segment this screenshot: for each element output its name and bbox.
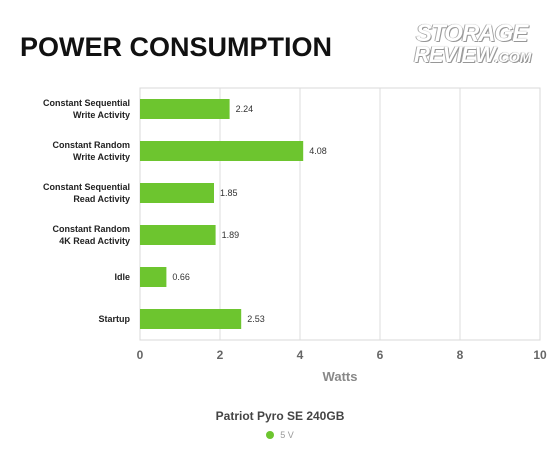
power-consumption-chart: 0 2 4 6 8 10 Watts Constant Sequential Write Act… — [43, 87, 547, 384]
category-label: Constant Sequential — [43, 182, 130, 192]
bar-value-label: 0.66 — [172, 272, 190, 282]
x-tick-label: 6 — [377, 348, 384, 362]
x-tick-label: 10 — [533, 348, 547, 362]
legend-label: 5 V — [280, 430, 294, 440]
x-tick-label: 0 — [137, 348, 144, 362]
bar-value-label: 2.24 — [236, 104, 254, 114]
legend-title: Patriot Pyro SE 240GB — [215, 409, 345, 423]
legend-swatch — [266, 430, 275, 439]
page-title: POWER CONSUMPTION — [20, 32, 333, 62]
bar-value-label: 1.85 — [220, 188, 238, 198]
bar-value-label: 4.08 — [309, 146, 327, 156]
x-tick-label: 4 — [297, 348, 304, 362]
logo-line-2-suffix: .COM — [494, 49, 532, 65]
bar — [140, 225, 216, 245]
bar — [140, 309, 242, 329]
category-label: Constant Random — [53, 224, 131, 234]
category-label: Write Activity — [73, 152, 130, 162]
category-label: Startup — [99, 314, 131, 324]
x-axis-label: Watts — [323, 369, 358, 384]
category-label: 4K Read Activity — [59, 236, 130, 246]
bar — [140, 267, 167, 287]
x-tick-label: 8 — [457, 348, 464, 362]
legend-item[interactable]: 5 V — [0, 430, 560, 440]
storagereview-logo: STORAGE REVIEW.COM — [400, 20, 550, 76]
category-label: Constant Sequential — [43, 98, 130, 108]
bar-value-label: 2.53 — [247, 314, 265, 324]
category-label: Write Activity — [73, 110, 130, 120]
bar — [140, 141, 304, 161]
plot-area — [139, 87, 541, 341]
bar-value-label: 1.89 — [222, 230, 240, 240]
category-label: Read Activity — [73, 194, 130, 204]
logo-line-1: STORAGE — [416, 20, 528, 47]
bar — [140, 183, 214, 203]
logo-line-2: REVIEW.COM — [414, 42, 531, 68]
bar — [140, 99, 230, 119]
x-tick-label: 2 — [217, 348, 224, 362]
category-label: Constant Random — [53, 140, 131, 150]
category-label: Idle — [114, 272, 130, 282]
logo-line-2-main: REVIEW — [414, 42, 496, 67]
